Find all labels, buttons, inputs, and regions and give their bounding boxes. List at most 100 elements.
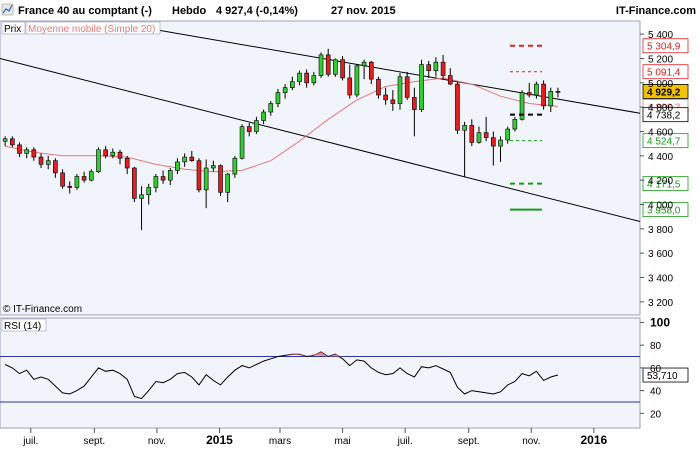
candle-body [361, 61, 367, 67]
time-tick-label: juil. [397, 436, 413, 447]
candle-up [211, 160, 216, 172]
candle-up [96, 147, 101, 173]
price-panel-label: Prix [4, 24, 21, 35]
candle-up [110, 148, 116, 159]
candle-down [196, 158, 202, 193]
candle-body [53, 160, 58, 174]
candle-up [505, 126, 510, 144]
candle-body [455, 83, 460, 131]
time-axis: juil. sept. nov. 2015 mars mai juil. sept. nov. 2… [22, 428, 608, 447]
candle-up [153, 174, 159, 193]
candle-body [447, 75, 453, 85]
candle-body [160, 176, 166, 181]
candle-body [426, 64, 432, 71]
candle-body [254, 120, 259, 132]
candle-down [246, 122, 252, 137]
candle-body [189, 156, 195, 162]
price-axis: 3 200 3 400 3 600 3 800 4 000 4 200 4 400 4 600… [640, 30, 673, 309]
candle-down [447, 68, 453, 86]
time-tick-label: nov. [522, 436, 540, 447]
candle-down [491, 131, 496, 166]
level-price-label: 4 738,2 [647, 111, 681, 122]
candle-body [419, 64, 424, 110]
candle-body [110, 151, 116, 157]
candle-down [53, 158, 58, 178]
candle-body [476, 132, 482, 143]
candle-body [232, 157, 238, 175]
candle-up [397, 73, 403, 110]
candle-up [512, 116, 518, 132]
price-tick-label: 3 400 [648, 274, 673, 285]
price-tick-label: 4 600 [648, 128, 673, 139]
candle-down [160, 170, 166, 184]
trendlines [0, 23, 641, 223]
candle-down [38, 153, 44, 168]
candle-body [311, 75, 317, 84]
candle-body [167, 170, 173, 181]
current-price-box [642, 84, 689, 99]
price-tick-label: 5 400 [648, 30, 673, 41]
candle-body [2, 138, 8, 142]
candle-body [318, 54, 324, 76]
candle-up [88, 169, 94, 182]
candle-body [462, 125, 467, 131]
candle-up [354, 64, 360, 98]
candle-up [275, 88, 281, 108]
brand-label: IT-Finance.com [616, 5, 696, 17]
price-label-box [1, 21, 26, 35]
candle-up [498, 136, 503, 162]
candle-down [526, 82, 532, 98]
level-price-box [642, 176, 689, 192]
level-price-box [642, 133, 689, 149]
price-levels: 5 304,95 091,44 929,24 806,34 738,24 524… [510, 38, 689, 218]
candle-down [340, 56, 345, 81]
candle-up [167, 168, 173, 186]
watermark: © IT-Finance.com [3, 304, 82, 315]
level-price-box [642, 107, 689, 123]
candle-body [132, 167, 137, 199]
candle-body [81, 176, 87, 181]
price-tick-label: 5 200 [648, 55, 673, 66]
candle-body [211, 165, 216, 169]
candle-body [541, 83, 546, 107]
candle-body [512, 119, 518, 130]
price-tick-label: 3 600 [648, 249, 673, 260]
candle-down [31, 147, 37, 161]
candle-down [404, 71, 410, 100]
candle-body [96, 149, 101, 172]
rsi-line [4, 351, 559, 400]
candle-down [81, 171, 87, 183]
candle-down [325, 48, 331, 77]
rsi-tick-label: 20 [650, 409, 662, 420]
candle-down [469, 119, 475, 147]
candle-up [361, 59, 367, 80]
rsi-tick-label: 40 [650, 387, 662, 398]
time-tick-label: sept. [84, 436, 106, 447]
candle-body [24, 149, 29, 154]
candle-body [124, 157, 130, 169]
level-price-label: 5 091,4 [647, 68, 681, 79]
level-price-box [642, 202, 689, 218]
candle-up [139, 186, 144, 231]
candle-body [146, 187, 152, 196]
price-tick-label: 4 200 [648, 176, 673, 187]
candle-up [297, 70, 302, 86]
rsi-overbought-area [328, 354, 343, 357]
candle-up [476, 126, 482, 144]
rsi-layer: 53,710 [4, 351, 689, 400]
candle-down [368, 60, 374, 85]
candle-down [189, 150, 195, 162]
price-tick-label: 4 400 [648, 152, 673, 163]
candles-layer [2, 48, 561, 231]
candle-body [45, 160, 51, 165]
candle-body [404, 76, 410, 98]
candle-down [103, 146, 108, 159]
candle-down [347, 64, 353, 99]
candle-down [67, 181, 73, 194]
candle-down [10, 136, 15, 148]
candle-body [491, 137, 496, 147]
candle-body [239, 126, 245, 159]
candle-up [182, 153, 187, 167]
